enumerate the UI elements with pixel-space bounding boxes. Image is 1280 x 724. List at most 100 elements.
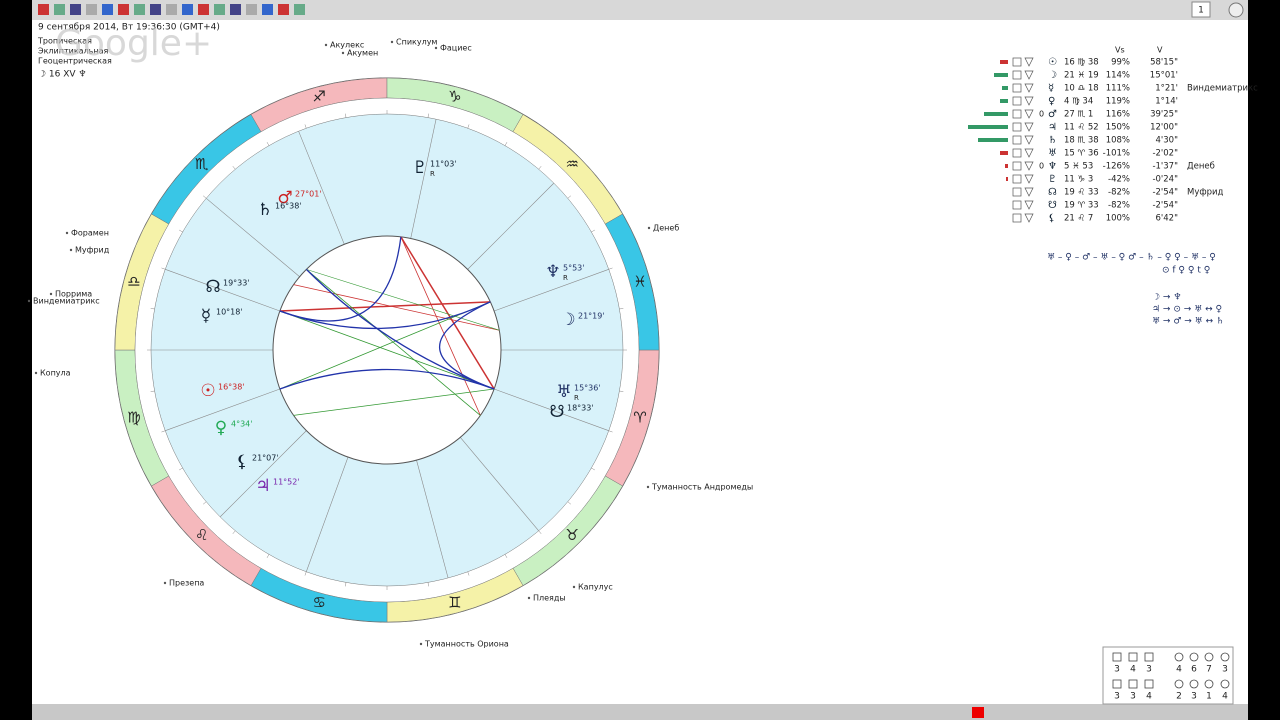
element-icon <box>1144 679 1154 689</box>
toolbar-icon[interactable] <box>150 4 161 15</box>
toolbar-icon[interactable] <box>278 4 289 15</box>
toolbar-icon[interactable] <box>294 4 305 15</box>
toolbar-icon[interactable] <box>182 4 193 15</box>
house-cusp <box>165 269 280 312</box>
star-dot <box>419 642 423 646</box>
degree-tick <box>591 467 595 471</box>
house-cusp <box>165 388 280 431</box>
toolbar-icon[interactable] <box>54 4 65 15</box>
aspect-line <box>293 284 500 331</box>
planet-glyph: ♀ <box>215 418 227 438</box>
house-cusp <box>494 269 609 312</box>
toolbar-icon[interactable] <box>166 4 177 15</box>
aspect-box <box>1012 174 1022 184</box>
row-percent: 116% <box>1106 110 1130 120</box>
aspect-box <box>1012 213 1022 223</box>
degree-tick <box>538 165 542 170</box>
planet-degree: 4°34' <box>231 420 252 429</box>
page-box <box>1191 1 1211 18</box>
degree-tick <box>161 430 166 433</box>
planet-degree: 18°33' <box>567 404 594 413</box>
toolbar-icon[interactable] <box>102 4 113 15</box>
element-count: 7 <box>1206 665 1212 675</box>
planet-glyph: ☽ <box>560 310 575 330</box>
element-count: 4 <box>1222 692 1228 702</box>
toolbar-icon[interactable] <box>262 4 273 15</box>
star-name: Акулекс <box>330 41 364 50</box>
row-percent: 114% <box>1106 71 1130 81</box>
toolbar-icon[interactable] <box>134 4 145 15</box>
house-cusp <box>206 198 300 277</box>
sign-glyph: ♊ <box>448 594 461 612</box>
toolbar-icon[interactable] <box>230 4 241 15</box>
toolbar-icon[interactable] <box>70 4 81 15</box>
right-border <box>1248 0 1280 720</box>
row-percent: -126% <box>1103 162 1130 172</box>
star-dot <box>572 585 576 589</box>
sign-glyph: ♐ <box>312 87 325 105</box>
aspect-formula: ♅ – ♀ – ♂ – ♅ – ♀ ♂ – ♄ – ♀ ♀ – ♅ – ♀ <box>1047 253 1216 263</box>
element-count: 3 <box>1146 665 1152 675</box>
house-cusp <box>298 131 345 245</box>
aspect-curve <box>279 236 402 322</box>
sign-glyph: ♎ <box>127 273 140 291</box>
element-icon <box>1204 679 1214 689</box>
aspect-line <box>279 310 495 390</box>
toolbar-icon[interactable] <box>118 4 129 15</box>
aspect-formula: ⊙ f ♀ ♀ t ♀ <box>1162 266 1210 276</box>
center-type: Геоцентрическая <box>38 57 112 66</box>
planet-degree: 11°52' <box>273 478 300 487</box>
aspect-box <box>1012 148 1022 158</box>
toolbar-icon[interactable] <box>246 4 257 15</box>
row-position: 27 ♏ 1 <box>1064 110 1093 120</box>
element-count: 4 <box>1176 665 1182 675</box>
column-header: V <box>1157 46 1163 55</box>
toolbar-button[interactable] <box>1228 2 1244 18</box>
star-name: Поррима <box>55 290 92 299</box>
strength-bar <box>1006 177 1008 181</box>
aspect-curve <box>438 301 495 390</box>
sign-glyph: ♒ <box>566 155 579 173</box>
row-percent: -82% <box>1108 201 1130 211</box>
star-name: Презепа <box>169 579 204 588</box>
planet-glyph: ♇ <box>412 158 427 178</box>
toolbar-icon[interactable] <box>38 4 49 15</box>
element-count: 4 <box>1146 692 1152 702</box>
row-position: 19 ♈ 33 <box>1064 201 1099 211</box>
element-count: 3 <box>1222 665 1228 675</box>
row-glyph: ♄ <box>1048 135 1057 146</box>
star-dot <box>34 371 38 375</box>
star-name: Плеяды <box>533 594 566 603</box>
toolbar-icon[interactable] <box>214 4 225 15</box>
row-speed: 1°21' <box>1155 84 1178 94</box>
aspect-line <box>293 388 495 416</box>
row-glyph: ♅ <box>1048 148 1057 159</box>
element-icon <box>1189 652 1199 662</box>
toolbar-icon[interactable] <box>198 4 209 15</box>
aspect-box <box>1012 187 1022 197</box>
star-name: Фациес <box>440 44 472 53</box>
row-percent: 100% <box>1106 214 1130 224</box>
row-speed: 15°01' <box>1150 71 1178 81</box>
star-name: Денеб <box>653 224 679 233</box>
row-percent: 111% <box>1106 84 1130 94</box>
house-cusp <box>306 457 349 572</box>
strength-bar <box>978 138 1008 142</box>
strength-bar <box>984 112 1008 116</box>
planet-degree: 21°19' <box>578 312 605 321</box>
retrograde-mark: R <box>574 394 579 402</box>
zodiac-type: Тропическая <box>37 37 92 46</box>
aspect-line <box>400 236 481 416</box>
degree-tick <box>150 390 155 392</box>
row-star: Денеб <box>1187 162 1215 172</box>
sign-glyph: ♑ <box>448 87 461 105</box>
toolbar-icon[interactable] <box>86 4 97 15</box>
row-glyph: ☊ <box>1048 187 1057 198</box>
degree-tick <box>202 501 207 505</box>
element-icon <box>1112 679 1122 689</box>
element-icon <box>1144 652 1154 662</box>
element-icon <box>1189 679 1199 689</box>
row-speed: -0'24" <box>1152 175 1178 185</box>
house-cusp <box>416 460 449 579</box>
aspect-curve <box>279 301 491 330</box>
